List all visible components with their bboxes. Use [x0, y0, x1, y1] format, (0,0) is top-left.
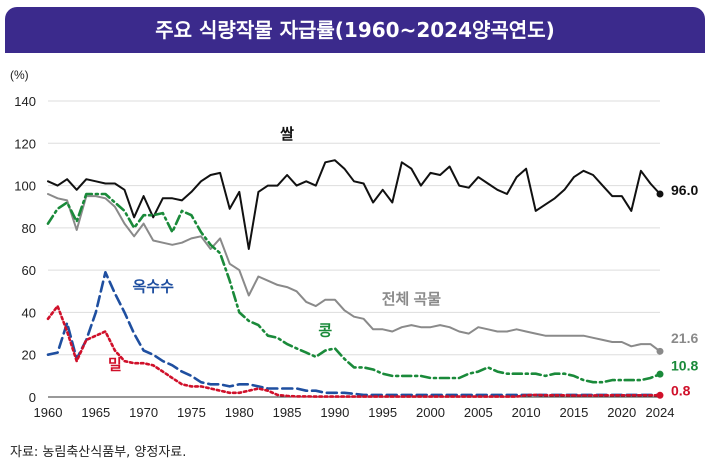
- end-value-label-4: 0.8: [671, 383, 691, 399]
- y-axis-unit-label: (%): [10, 68, 29, 82]
- series-label-1: 전체 곡물: [382, 291, 442, 308]
- y-tick-label-20: 20: [22, 348, 36, 363]
- series-label-2: 콩: [318, 323, 332, 340]
- x-tick-label-2000: 2000: [416, 405, 445, 420]
- x-tick-label-1975: 1975: [177, 405, 206, 420]
- series-line-4: [46, 304, 662, 398]
- x-tick-label-1980: 1980: [225, 405, 254, 420]
- y-tick-label-0: 0: [29, 390, 36, 405]
- end-point-1: [656, 347, 664, 355]
- x-tick-label-1985: 1985: [273, 405, 302, 420]
- x-tick-label-2010: 2010: [512, 405, 541, 420]
- x-tick-label-1960: 1960: [34, 405, 63, 420]
- x-tick-label-2015: 2015: [559, 405, 588, 420]
- end-value-label-1: 21.6: [671, 330, 698, 346]
- end-value-label-0: 96.0: [671, 182, 698, 198]
- x-tick-label-1965: 1965: [81, 405, 110, 420]
- x-tick-label-1995: 1995: [368, 405, 397, 420]
- end-point-2: [656, 370, 664, 378]
- series-line-2: [46, 192, 662, 384]
- y-tick-label-40: 40: [22, 305, 36, 320]
- source-note: 자료: 농림축산식품부, 양정자료.: [10, 445, 187, 460]
- x-tick-label-1970: 1970: [129, 405, 158, 420]
- x-tick-label-1990: 1990: [320, 405, 349, 420]
- x-tick-label-2005: 2005: [464, 405, 493, 420]
- x-tick-label-2020: 2020: [607, 405, 636, 420]
- y-tick-label-60: 60: [22, 263, 36, 278]
- y-tick-label-120: 120: [14, 136, 36, 151]
- end-value-label-2: 10.8: [671, 357, 698, 373]
- end-point-0: [656, 190, 664, 198]
- series-label-4: 밀: [108, 356, 122, 374]
- series-label-3: 옥수수: [132, 278, 174, 295]
- y-tick-label-100: 100: [14, 179, 36, 194]
- chart-title: 주요 식량작물 자급률(1960~2024양곡연도): [155, 18, 555, 42]
- x-tick-label-2024: 2024: [646, 405, 675, 420]
- series-line-1: [47, 193, 661, 353]
- end-point-4: [656, 391, 664, 399]
- series-label-0: 쌀: [280, 126, 294, 143]
- series-line-0: [47, 159, 661, 250]
- y-tick-label-140: 140: [14, 94, 36, 109]
- title-bar: 주요 식량작물 자급률(1960~2024양곡연도): [5, 7, 705, 53]
- y-tick-label-80: 80: [22, 221, 36, 236]
